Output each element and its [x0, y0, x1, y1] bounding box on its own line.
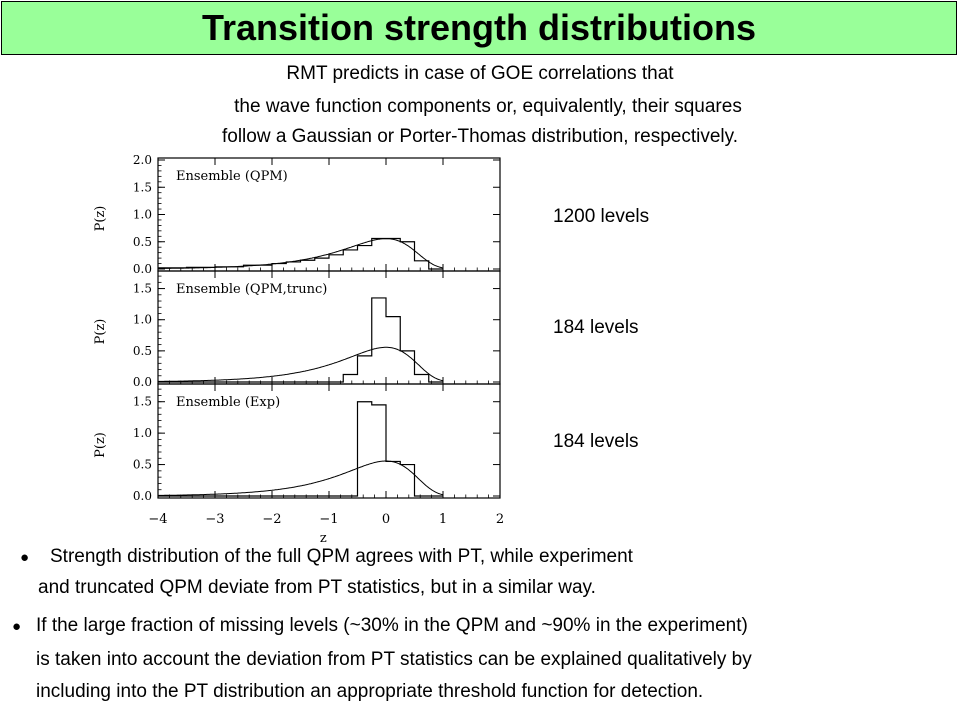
levels-annotation-2: 184 levels [553, 317, 639, 338]
x-tick-label: 0 [382, 512, 390, 527]
y-tick-label: 1.5 [133, 282, 152, 296]
histogram-figure: 0.0 0.5 1.0 1.5 2.0 P(z) Ensemble (QPM) 0.0 0.5 1… [93, 153, 504, 546]
y-tick-label: 1.0 [133, 208, 152, 222]
y-tick-label: 0.5 [133, 235, 152, 249]
levels-annotation-1: 1200 levels [553, 206, 650, 227]
intro-line-3: follow a Gaussian or Porter-Thomas distr… [221, 126, 739, 147]
y-tick-label: 0.5 [133, 344, 152, 358]
histogram-1 [158, 237, 443, 270]
porter-thomas-curve-2 [158, 346, 444, 382]
y-tick-label: 2.0 [133, 153, 152, 167]
bullet-2-line-2: is taken into account the deviation from… [36, 649, 752, 670]
y-tick-label: 0.5 [133, 458, 152, 472]
bullet-dot-1: ● [20, 549, 30, 566]
x-tick-label: 2 [496, 512, 504, 527]
bullet-1-line-2: and truncated QPM deviate from PT statis… [38, 577, 596, 598]
bullet-1-line-1: Strength distribution of the full QPM ag… [50, 546, 633, 567]
bullet-2-line-3: including into the PT distribution an ap… [36, 681, 704, 702]
y-tick-label: 0.0 [133, 489, 152, 503]
bullet-dot-2: ● [12, 618, 22, 635]
porter-thomas-curve-3 [158, 460, 444, 496]
y-tick-label: 1.5 [133, 395, 152, 409]
y-tick-label: 1.5 [133, 180, 152, 194]
page-title: Transition strength distributions [201, 7, 756, 48]
levels-annotation-3: 184 levels [553, 431, 639, 452]
x-tick-label: 1 [439, 512, 447, 527]
panel-title-1: Ensemble (QPM) [176, 169, 288, 184]
title-banner: Transition strength distributions [1, 1, 957, 55]
x-axis-label: z [320, 531, 327, 546]
histogram-2 [158, 297, 443, 383]
porter-thomas-curve-1 [158, 238, 444, 269]
intro-line-2: the wave function components or, equival… [234, 96, 742, 117]
x-tick-label: −1 [319, 512, 338, 527]
bullet-2-line-1: If the large fraction of missing levels … [36, 615, 748, 636]
y-tick-label: 0.0 [133, 262, 152, 276]
x-tick-label: −3 [205, 512, 224, 527]
panel-title-3: Ensemble (Exp) [176, 395, 280, 410]
panel-title-2: Ensemble (QPM,trunc) [176, 282, 327, 297]
histogram-3 [158, 401, 443, 497]
y-axis-label: P(z) [93, 319, 108, 345]
y-tick-label: 0.0 [133, 375, 152, 389]
y-axis-label: P(z) [93, 206, 108, 232]
intro-line-1: RMT predicts in case of GOE correlations… [286, 63, 674, 84]
x-tick-label: −4 [148, 512, 167, 527]
y-tick-label: 1.0 [133, 426, 152, 440]
x-tick-label: −2 [262, 512, 281, 527]
y-axis-label: P(z) [93, 432, 108, 458]
y-tick-label: 1.0 [133, 313, 152, 327]
